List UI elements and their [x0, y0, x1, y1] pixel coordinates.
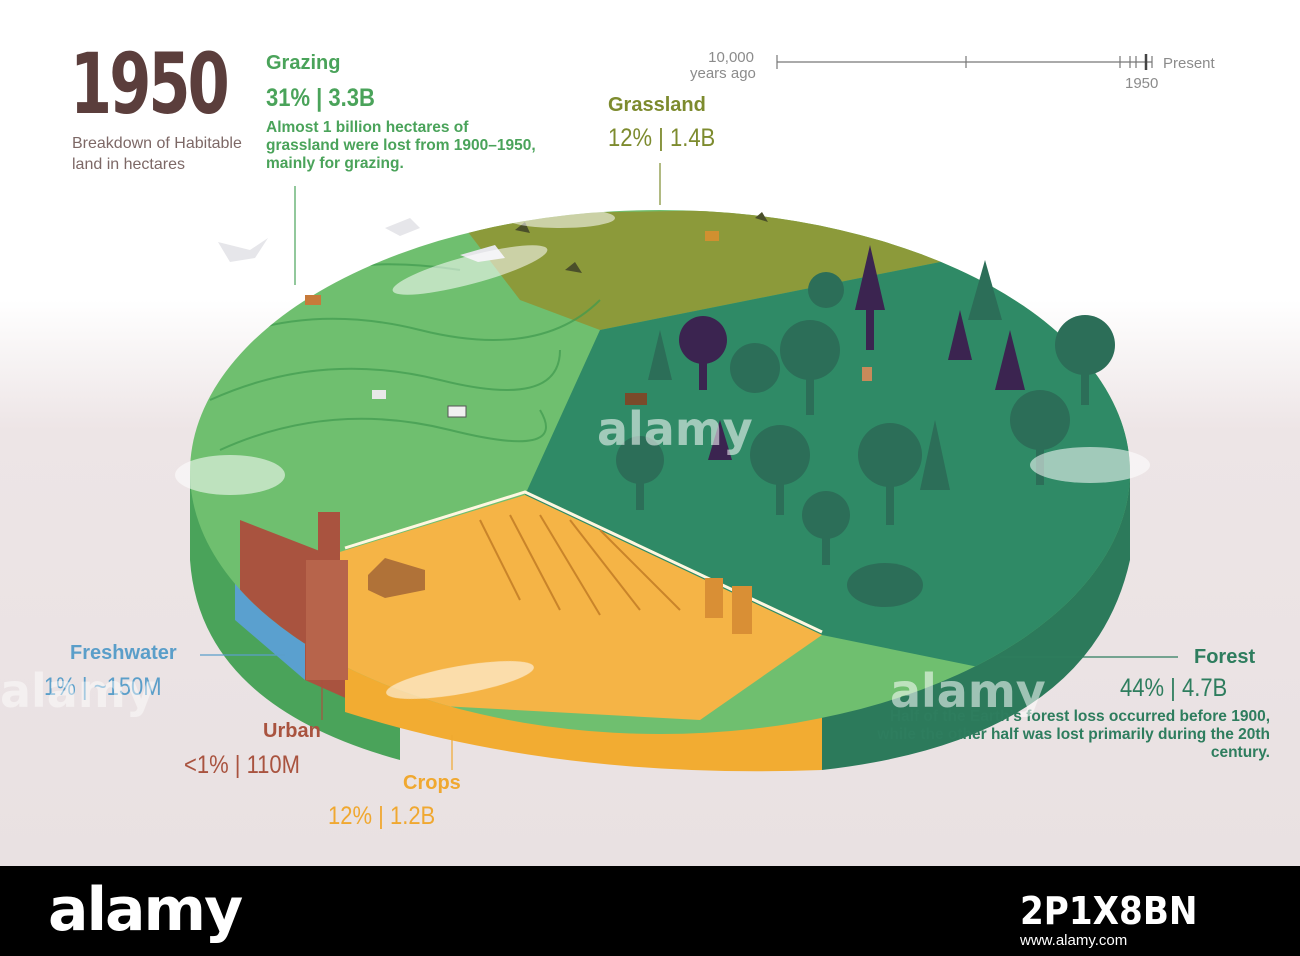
timeline-start-label-2: years ago	[690, 65, 756, 82]
forest-value: 44% | 4.7B	[1120, 674, 1228, 702]
land-use-illustration	[175, 54, 1178, 772]
factory	[306, 512, 348, 680]
crop-rows	[479, 514, 681, 616]
crops-value: 12% | 1.2B	[328, 802, 436, 830]
urban-value: <1% | 110M	[184, 751, 300, 779]
watermark-center: alamy	[597, 402, 753, 456]
watermark-right: alamy	[890, 664, 1046, 718]
grassland-value: 12% | 1.4B	[608, 124, 716, 152]
freshwater-label: Freshwater	[70, 642, 177, 664]
farm-buildings	[368, 558, 752, 634]
footer-image-id: 2P1X8BN	[1020, 889, 1198, 933]
footer-site: www.alamy.com	[1020, 932, 1128, 949]
forest-note: Half of the Earth’s forest loss occurred…	[877, 708, 1270, 761]
timeline-marker-label: 1950	[1125, 75, 1159, 92]
forest-top	[525, 250, 1130, 700]
watermark-left: alamy	[0, 664, 156, 718]
timeline-bar	[776, 54, 1153, 70]
grassland-top	[455, 210, 1000, 330]
leader-lines	[200, 163, 1178, 770]
year-title: 1950	[70, 35, 230, 133]
freshwater-value: 1% | ~150M	[44, 673, 162, 701]
footer-bar	[0, 866, 1300, 956]
page-subtitle: Breakdown of Habitable land in hectares	[72, 135, 242, 173]
footer-logo: alamy	[48, 875, 243, 945]
timeline-end-label: Present	[1163, 55, 1215, 72]
clouds	[175, 208, 1150, 699]
grazing-label: Grazing	[266, 52, 341, 74]
crops-top	[330, 495, 822, 720]
grazing-value: 31% | 3.3B	[266, 84, 375, 112]
forest-trees	[616, 245, 1115, 607]
grazing-note: Almost 1 billion hectares of grassland w…	[266, 119, 536, 172]
forest-label: Forest	[1194, 646, 1256, 668]
crops-label: Crops	[403, 772, 461, 794]
timeline-start-label-1: 10,000	[708, 49, 754, 66]
urban-label: Urban	[263, 720, 321, 742]
grassland-label: Grassland	[608, 94, 706, 116]
animals	[305, 231, 872, 418]
